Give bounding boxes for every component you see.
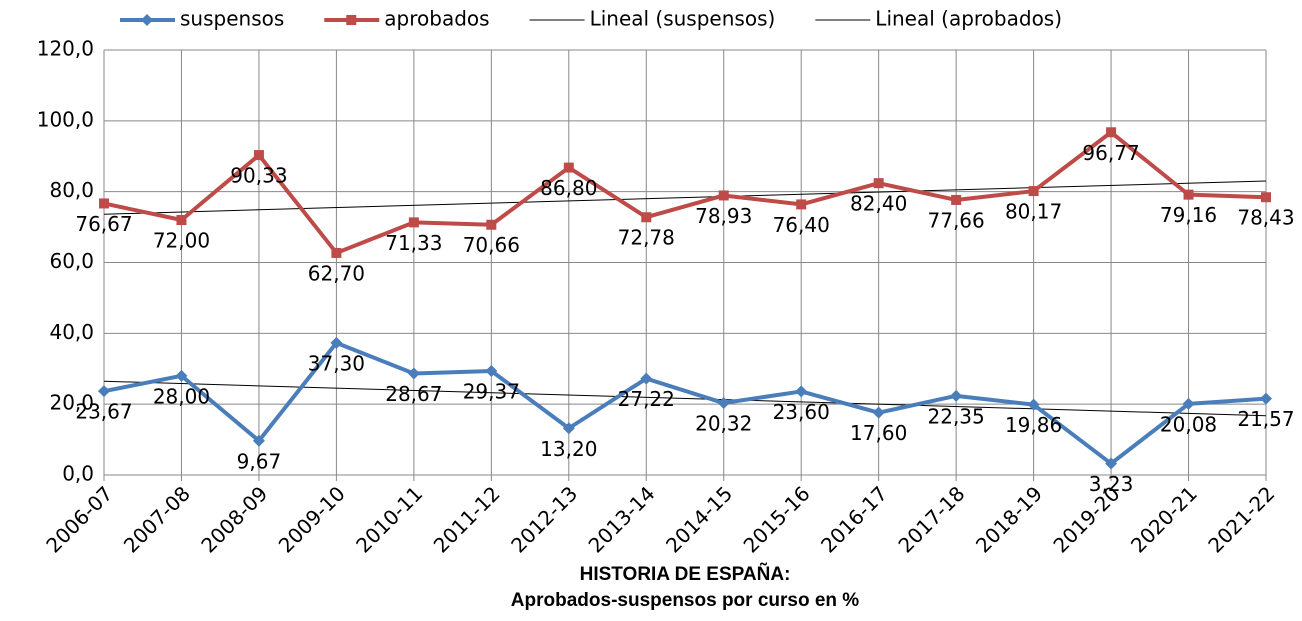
marker	[796, 199, 807, 210]
data-label: 90,33	[230, 164, 287, 188]
x-tick-label: 2006-07	[41, 481, 117, 557]
marker	[1261, 192, 1271, 203]
series-line	[103, 130, 1267, 255]
data-label: 80,17	[1005, 200, 1062, 224]
data-label: 37,30	[308, 351, 365, 375]
legend-marker	[141, 14, 153, 26]
marker	[873, 178, 884, 189]
marker	[795, 385, 808, 398]
data-label: 28,00	[153, 384, 210, 408]
marker	[717, 397, 730, 410]
marker	[641, 212, 652, 223]
x-tick-label: 2013-14	[584, 481, 660, 557]
data-label: 29,37	[463, 379, 520, 403]
marker	[950, 389, 963, 402]
marker	[176, 215, 187, 225]
data-label: 17,60	[850, 421, 907, 445]
legend-label: Lineal (aprobados)	[875, 7, 1062, 31]
data-label: 71,33	[385, 231, 442, 255]
legend-label: Lineal (suspensos)	[590, 7, 776, 31]
marker	[563, 162, 574, 173]
marker	[1183, 189, 1194, 200]
marker	[407, 367, 420, 380]
data-label: 21,57	[1237, 407, 1294, 431]
marker	[1105, 457, 1118, 470]
legend-label: suspensos	[180, 7, 284, 31]
marker	[1027, 398, 1040, 411]
x-tick-label: 2012-13	[506, 481, 582, 557]
x-tick-label: 2021-22	[1203, 481, 1279, 557]
data-label: 82,40	[850, 192, 907, 216]
data-label: 20,08	[1160, 412, 1217, 436]
y-tick-label: 0,0	[62, 462, 94, 486]
legend-marker	[346, 15, 357, 25]
data-label: 70,66	[463, 233, 520, 257]
marker	[485, 364, 498, 377]
x-tick-label: 2016-17	[816, 481, 892, 557]
legend-label: aprobados	[384, 7, 489, 31]
data-label: 13,20	[540, 437, 597, 461]
marker	[486, 219, 497, 230]
trendline	[103, 180, 1267, 215]
marker	[1028, 186, 1039, 197]
marker	[252, 434, 265, 447]
marker	[408, 217, 419, 228]
marker	[330, 336, 343, 349]
data-label: 28,67	[385, 382, 442, 406]
data-label: 76,40	[773, 213, 830, 237]
marker	[1182, 397, 1195, 410]
y-tick-label: 80,0	[49, 178, 94, 202]
data-label: 3,23	[1089, 472, 1134, 496]
data-label: 72,00	[153, 229, 210, 253]
data-label: 72,78	[618, 226, 675, 250]
data-label: 77,66	[928, 208, 985, 232]
marker	[951, 194, 962, 205]
x-tick-label: 2007-08	[119, 481, 195, 557]
marker	[175, 369, 188, 382]
x-tick-label: 2018-19	[971, 481, 1047, 557]
y-tick-label: 20,0	[49, 391, 94, 415]
data-label: 79,16	[1160, 203, 1217, 227]
marker	[562, 422, 575, 435]
data-label: 9,67	[237, 449, 282, 473]
x-tick-label: 2014-15	[661, 481, 737, 557]
y-tick-label: 40,0	[49, 320, 94, 344]
marker	[1106, 127, 1117, 138]
trendline	[103, 380, 1267, 417]
data-label: 19,86	[1005, 413, 1062, 437]
data-label: 23,67	[75, 400, 132, 424]
data-label: 27,22	[618, 387, 675, 411]
data-label: 76,67	[75, 212, 132, 236]
marker	[98, 385, 110, 398]
y-tick-label: 120,0	[37, 37, 94, 61]
chart-subtitle: Aprobados-suspensos por curso en %	[511, 590, 859, 611]
data-label: 23,60	[773, 400, 830, 424]
data-label: 62,70	[308, 261, 365, 285]
data-label: 78,43	[1237, 206, 1294, 230]
marker	[872, 406, 885, 419]
marker	[331, 247, 342, 258]
marker	[99, 198, 109, 209]
x-tick-label: 2010-11	[351, 481, 427, 557]
data-label: 96,77	[1082, 141, 1139, 165]
x-tick-label: 2020-21	[1126, 481, 1202, 557]
x-tick-label: 2017-18	[893, 481, 969, 557]
x-tick-label: 2008-09	[196, 481, 272, 557]
data-label: 20,32	[695, 412, 752, 436]
marker	[1260, 392, 1272, 405]
data-label: 22,35	[928, 404, 985, 428]
x-tick-label: 2011-12	[429, 481, 505, 557]
marker	[253, 150, 264, 161]
data-label: 78,93	[695, 204, 752, 228]
chart-title: HISTORIA DE ESPAÑA:	[580, 563, 791, 585]
data-label: 86,80	[540, 176, 597, 200]
y-tick-label: 100,0	[37, 107, 94, 131]
marker	[640, 372, 653, 385]
x-tick-label: 2015-16	[739, 481, 815, 557]
x-tick-label: 2009-10	[274, 481, 350, 557]
marker	[718, 190, 729, 201]
y-tick-label: 60,0	[49, 249, 94, 273]
series-line	[103, 340, 1267, 466]
